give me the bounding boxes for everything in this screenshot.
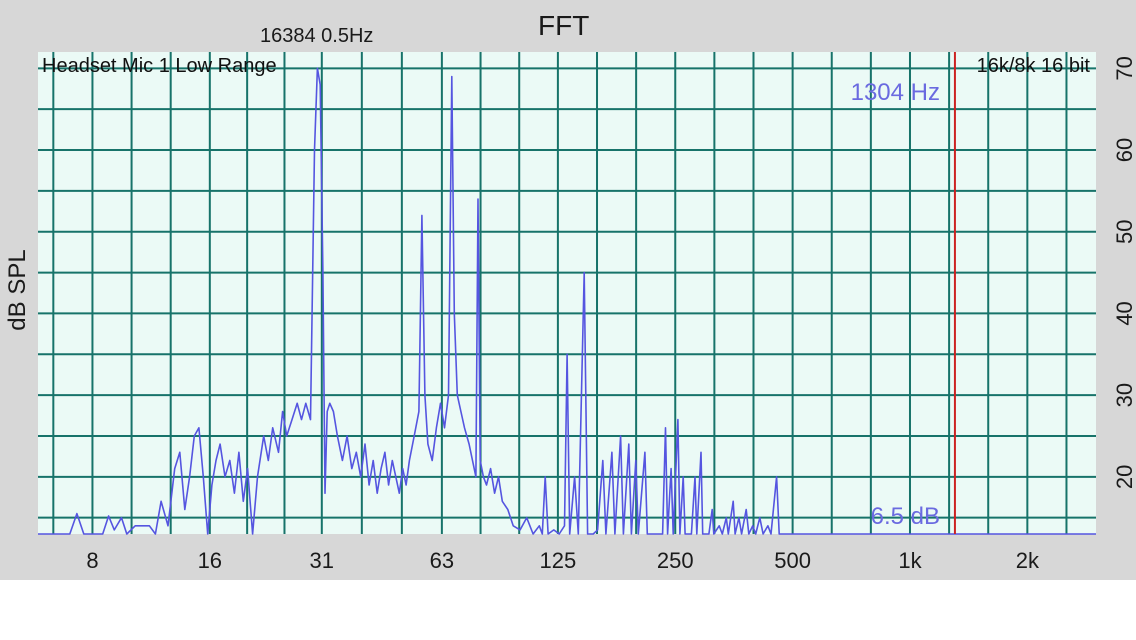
x-tick-label: 16: [198, 548, 222, 573]
floor-level-readout: 6.5 dB: [871, 503, 940, 530]
input-source-label: Headset Mic 1 Low Range: [42, 55, 277, 77]
y-tick-label: 70: [1112, 56, 1136, 80]
y-tick-label: 50: [1112, 219, 1136, 243]
y-tick-label: 30: [1112, 383, 1136, 407]
fft-size-resolution: 16384 0.5Hz: [260, 25, 374, 47]
x-tick-label: 8: [86, 548, 98, 573]
grid-lines: [38, 52, 1096, 534]
fft-plot[interactable]: 20 30 40 50 60 70 8 16 31 63 125 250 500 1k 2k Headset…: [0, 0, 1136, 580]
cursor-frequency-readout: 1304 Hz: [851, 79, 940, 106]
x-tick-label: 250: [657, 548, 694, 573]
fft-window: FFT 16384 0.5Hz dB SPL 20 30 40 50 60 70 8 16 31…: [0, 0, 1136, 580]
plot-area: [38, 52, 1096, 534]
sample-format-label: 16k/8k 16 bit: [977, 55, 1091, 77]
axis-ticks: 20 30 40 50 60 70 8 16 31 63 125 250 500 1k 2k: [86, 56, 1136, 573]
y-tick-label: 20: [1112, 465, 1136, 489]
x-tick-label: 2k: [1016, 548, 1040, 573]
y-tick-label: 60: [1112, 138, 1136, 162]
x-tick-label: 63: [430, 548, 454, 573]
x-tick-label: 500: [774, 548, 811, 573]
x-tick-label: 125: [540, 548, 577, 573]
x-tick-label: 31: [310, 548, 334, 573]
y-tick-label: 40: [1112, 301, 1136, 325]
x-tick-label: 1k: [898, 548, 922, 573]
spectrum-trace: [38, 67, 1096, 535]
chart-title: FFT: [538, 10, 590, 41]
